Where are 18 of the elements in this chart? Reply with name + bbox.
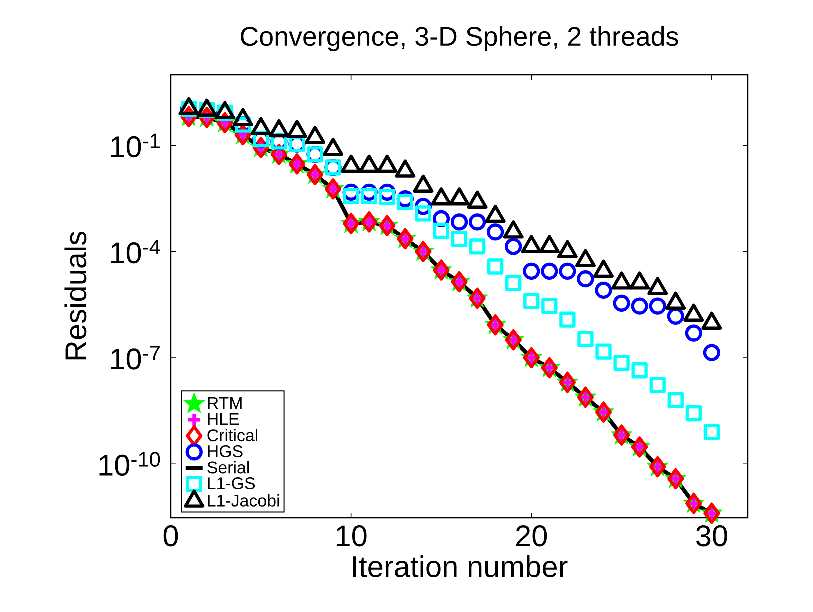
legend-label: Serial [208,461,250,474]
x-tick-label: 0 [164,526,178,547]
chart-title: Convergence, 3-D Sphere, 2 threads [241,26,678,52]
y-tick-label: 10$^{-10}$ [100,452,160,476]
x-tick-label: 30 [696,526,728,547]
x-axis-title: Iteration number [353,556,568,578]
legend-label: Critical [208,429,258,442]
y-tick-label: 10$^{-7}$ [111,346,160,370]
y-tick-label: 10$^{-4}$ [111,240,160,264]
y-axis-title: Residuals [64,232,87,360]
legend-label: RTM [208,397,242,410]
y-tick-label: 10$^{-1}$ [111,134,160,158]
legend-label: L1-Jacobi [208,494,280,507]
legend-label: L1-GS [208,478,256,490]
x-tick-label: 10 [336,526,367,547]
x-tick-label: 20 [516,526,548,547]
legend-label: HGS [208,445,243,458]
legend-label: HLE [208,413,240,426]
